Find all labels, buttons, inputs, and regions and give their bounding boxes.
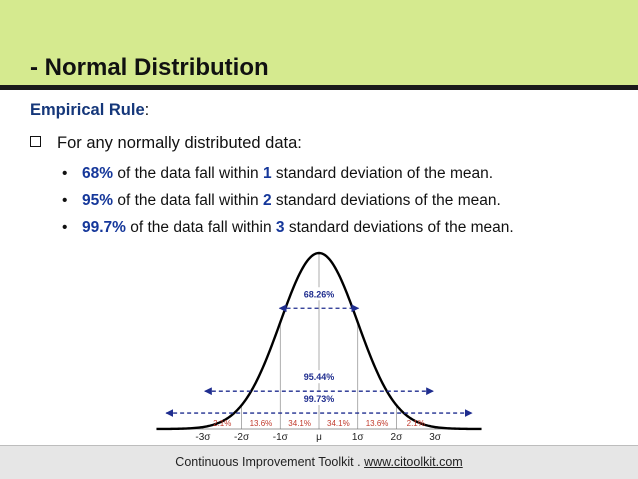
x-tick-label: -1σ [273, 432, 289, 443]
bullet-dot-icon: • [62, 165, 68, 182]
footer-bar: Continuous Improvement Toolkit . www.cit… [0, 445, 638, 479]
bullet-list: • 68% of the data fall within 1 standard … [62, 160, 514, 241]
bell-curve-line [156, 251, 482, 431]
bullet-item: • 99.7% of the data fall within 3 standar… [62, 214, 514, 241]
bullet-number: 3 [275, 219, 285, 236]
x-tick-label: -3σ [195, 432, 211, 443]
bullet-text: standard deviations of the mean. [288, 219, 514, 236]
checkbox-bullet-icon [30, 136, 41, 147]
header-bar [0, 0, 638, 90]
interval-label-bg [299, 392, 339, 406]
question-line: For any normally distributed data: [30, 134, 302, 153]
footer-text: Continuous Improvement Toolkit . www.cit… [0, 455, 638, 469]
bullet-percent: 68% [82, 165, 114, 182]
bullet-percent: 95% [82, 192, 114, 209]
subheading-label: Empirical Rule [30, 101, 145, 119]
bullet-item: • 68% of the data fall within 1 standard … [62, 160, 514, 187]
subheading-colon: : [144, 101, 150, 119]
band-percent-label: 34.1% [288, 419, 311, 428]
bullet-text: of the data fall within [117, 192, 259, 209]
band-percent-label: 13.6% [250, 419, 273, 428]
bullet-number: 2 [262, 192, 272, 209]
x-tick-label: 1σ [352, 432, 365, 443]
interval-label: 68.26% [304, 289, 335, 299]
interval-label: 95.44% [304, 372, 335, 382]
footer-rule [0, 445, 638, 446]
footer-link[interactable]: www.citoolkit.com [364, 455, 463, 469]
bullet-dot-icon: • [62, 192, 68, 209]
bullet-text: of the data fall within [130, 219, 272, 236]
band-percent-label: 2.1% [407, 419, 425, 428]
bullet-percent: 99.7% [82, 219, 126, 236]
x-tick-label: 3σ [429, 432, 442, 443]
bullet-item: • 95% of the data fall within 2 standard … [62, 187, 514, 214]
band-percent-label: 2.1% [213, 419, 231, 428]
bullet-dot-icon: • [62, 219, 68, 236]
header-rule [0, 85, 638, 90]
interval-label: 99.73% [304, 394, 335, 404]
question-text: For any normally distributed data: [57, 134, 302, 152]
subheading: Empirical Rule: [30, 101, 149, 120]
slide-title: - Normal Distribution [30, 54, 269, 81]
x-tick-label: 2σ [391, 432, 404, 443]
x-tick-label: μ [316, 432, 322, 443]
bullet-number: 1 [262, 165, 272, 182]
bullet-text: standard deviations of the mean. [275, 192, 501, 209]
band-percent-label: 13.6% [366, 419, 389, 428]
interval-label-bg [299, 287, 339, 301]
x-tick-label: -2σ [234, 432, 250, 443]
interval-label-bg [299, 370, 339, 384]
bullet-text: standard deviation of the mean. [275, 165, 494, 182]
bullet-text: of the data fall within [117, 165, 259, 182]
band-percent-label: 34.1% [327, 419, 350, 428]
footer-prefix: Continuous Improvement Toolkit . [175, 455, 365, 469]
